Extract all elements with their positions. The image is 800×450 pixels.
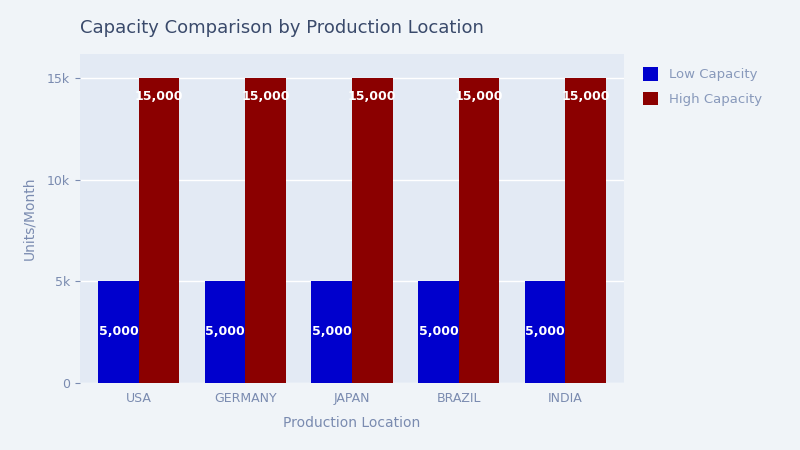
Bar <box>352 78 393 382</box>
Text: 15,000: 15,000 <box>454 90 503 104</box>
Bar <box>98 281 138 382</box>
Bar <box>566 78 606 382</box>
Text: 5,000: 5,000 <box>418 325 458 338</box>
Bar <box>311 281 352 382</box>
Text: 15,000: 15,000 <box>134 90 183 104</box>
Text: 5,000: 5,000 <box>98 325 138 338</box>
Bar <box>205 281 246 382</box>
Bar <box>458 78 499 382</box>
Y-axis label: Units/Month: Units/Month <box>22 176 36 260</box>
Legend: Low Capacity, High Capacity: Low Capacity, High Capacity <box>636 61 769 113</box>
X-axis label: Production Location: Production Location <box>283 416 421 430</box>
Text: 5,000: 5,000 <box>312 325 352 338</box>
Bar <box>246 78 286 382</box>
Text: 5,000: 5,000 <box>525 325 565 338</box>
Text: 15,000: 15,000 <box>562 90 610 104</box>
Bar <box>418 281 458 382</box>
Text: 15,000: 15,000 <box>348 90 397 104</box>
Bar <box>525 281 566 382</box>
Text: 15,000: 15,000 <box>242 90 290 104</box>
Bar <box>138 78 179 382</box>
Text: Capacity Comparison by Production Location: Capacity Comparison by Production Locati… <box>80 19 484 37</box>
Text: 5,000: 5,000 <box>205 325 245 338</box>
